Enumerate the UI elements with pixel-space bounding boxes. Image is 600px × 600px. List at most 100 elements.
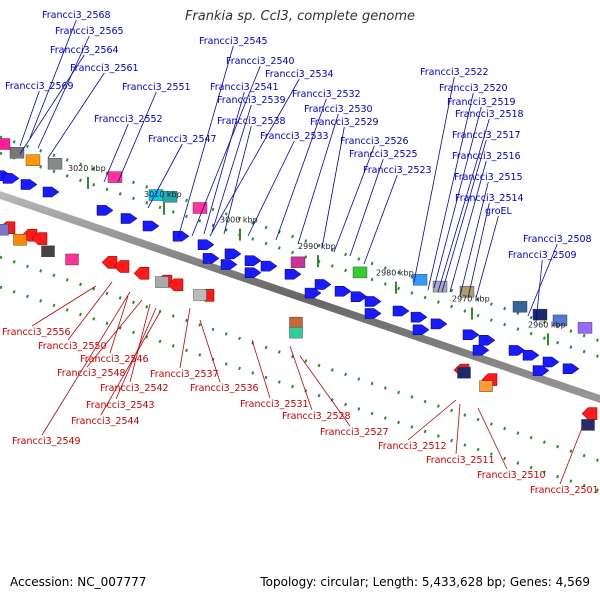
gene-arrow-forward <box>472 344 490 356</box>
gene-arrow-forward <box>508 345 526 356</box>
gene-label-top: Francci3_2538 <box>217 116 286 127</box>
leader-line-top <box>475 215 499 299</box>
leader-line-top <box>349 158 384 257</box>
leader-line-top <box>275 98 327 241</box>
leader-line-bottom <box>100 311 161 416</box>
gene-label-top: Francci3_2514 <box>455 193 524 204</box>
gene-label-top: Francci3_2517 <box>452 130 521 141</box>
gene-label-top: Francci3_2541 <box>210 82 279 93</box>
gene-arrow-forward <box>478 334 496 346</box>
gene-box <box>0 223 9 236</box>
backbone <box>0 191 600 403</box>
gene-label-bottom: Francci3_2536 <box>190 383 259 394</box>
gene-box <box>352 266 368 279</box>
gene-label-bottom: Francci3_2510 <box>477 470 546 481</box>
gene-label-bottom: Francci3_2550 <box>38 341 107 352</box>
gene-box <box>0 138 11 150</box>
gene-arrow-forward <box>20 179 38 190</box>
leader-line-bottom <box>199 319 221 383</box>
leader-line-bottom <box>109 295 129 354</box>
leader-line-bottom <box>477 407 508 470</box>
leader-line-top <box>103 123 129 183</box>
leader-line-bottom <box>179 307 191 369</box>
gene-box <box>479 380 493 392</box>
gene-label-bottom: Francci3_2527 <box>320 427 389 438</box>
leader-line-top <box>527 243 558 317</box>
gene-arrow-reverse <box>581 407 598 420</box>
gene-label-top: Francci3_2525 <box>349 149 418 160</box>
gene-label-top: Francci3_2522 <box>420 67 489 78</box>
gene-box <box>41 245 55 258</box>
page-title: Frankia sp. CcI3, complete genome <box>184 9 416 24</box>
gene-label-top: Francci3_2568 <box>42 10 111 21</box>
gene-arrow-forward <box>220 259 238 270</box>
gene-label-bottom: Francci3_2556 <box>2 327 71 338</box>
gene-label-top: Francci3_2530 <box>304 104 373 115</box>
scale-tick-label: 2980 kbp <box>376 269 414 278</box>
leader-line-top <box>441 139 487 293</box>
gene-label-top: Francci3_2523 <box>363 165 432 176</box>
gene-label-top: Francci3_2551 <box>122 82 191 93</box>
leader-line-top <box>19 54 85 155</box>
gene-box <box>107 171 123 183</box>
leader-line-top <box>211 104 252 233</box>
gene-box <box>192 202 208 214</box>
gene-arrow-forward <box>410 311 428 323</box>
gene-box <box>9 147 25 159</box>
leader-line-top <box>467 202 490 299</box>
leader-line-top <box>209 78 300 237</box>
gene-box <box>532 308 548 321</box>
gene-box <box>581 419 595 431</box>
gene-label-top: Francci3_2564 <box>50 45 119 56</box>
gene-arrow-forward <box>96 205 114 216</box>
leader-line-bottom <box>289 345 313 411</box>
gene-arrow-forward <box>304 287 322 299</box>
gene-box <box>47 157 63 170</box>
leader-line-top <box>191 65 261 237</box>
gene-label-top: Francci3_2516 <box>452 151 521 162</box>
gene-arrow-forward <box>334 286 352 297</box>
leader-line-top <box>427 92 474 291</box>
gene-label-top: Francci3_2520 <box>439 83 508 94</box>
leader-line-bottom <box>67 281 113 341</box>
gene-arrow-forward <box>364 296 382 307</box>
gene-label-bottom: Francci3_2549 <box>12 436 81 447</box>
gene-label-top: Francci3_2561 <box>70 63 139 74</box>
gene-arrow-forward <box>522 349 540 361</box>
gene-arrow-forward <box>364 308 382 319</box>
gene-label-bottom: Francci3_2531 <box>240 399 309 410</box>
gene-arrow-reverse <box>133 267 150 280</box>
genome-stats-label: Topology: circular; Length: 5,433,628 bp… <box>260 575 590 589</box>
leader-line-bottom <box>407 399 457 441</box>
gene-box <box>65 253 79 266</box>
gene-label-bottom: Francci3_2544 <box>71 416 140 427</box>
gene-label-top: Francci3_2532 <box>292 89 361 100</box>
gene-arrow-forward <box>224 248 242 260</box>
accession-label: Accession: NC_007777 <box>10 575 147 589</box>
gene-arrow-forward <box>2 173 20 184</box>
gene-box <box>512 301 528 313</box>
gene-arrow-forward <box>197 239 215 250</box>
gene-label-top: Francci3_2569 <box>5 81 74 92</box>
gene-arrow-forward <box>430 318 448 330</box>
leader-line-bottom <box>299 355 351 427</box>
leader-line-bottom <box>41 291 131 436</box>
gene-label-top: Francci3_2526 <box>340 136 409 147</box>
scale-tick-label: 3020 kbp <box>68 164 106 173</box>
gene-arrow-forward <box>244 267 262 278</box>
gene-label-top: Francci3_2509 <box>508 250 577 261</box>
gene-box <box>25 154 41 166</box>
gene-label-bottom: Francci3_2501 <box>530 485 599 496</box>
gene-label-top: Francci3_2519 <box>447 97 516 108</box>
leader-line-top <box>363 174 398 265</box>
gene-box <box>457 367 471 379</box>
gene-arrow-forward <box>562 363 580 375</box>
gene-label-top: groEL <box>485 206 513 217</box>
gene-label-bottom: Francci3_2528 <box>282 411 351 422</box>
gene-label-bottom: Francci3_2548 <box>57 368 126 379</box>
leader-line-bottom <box>129 303 151 383</box>
leader-line-top <box>177 45 234 239</box>
leader-line-top <box>247 140 295 237</box>
gene-arrow-forward <box>172 230 190 242</box>
gene-label-top: Francci3_2539 <box>217 95 286 106</box>
